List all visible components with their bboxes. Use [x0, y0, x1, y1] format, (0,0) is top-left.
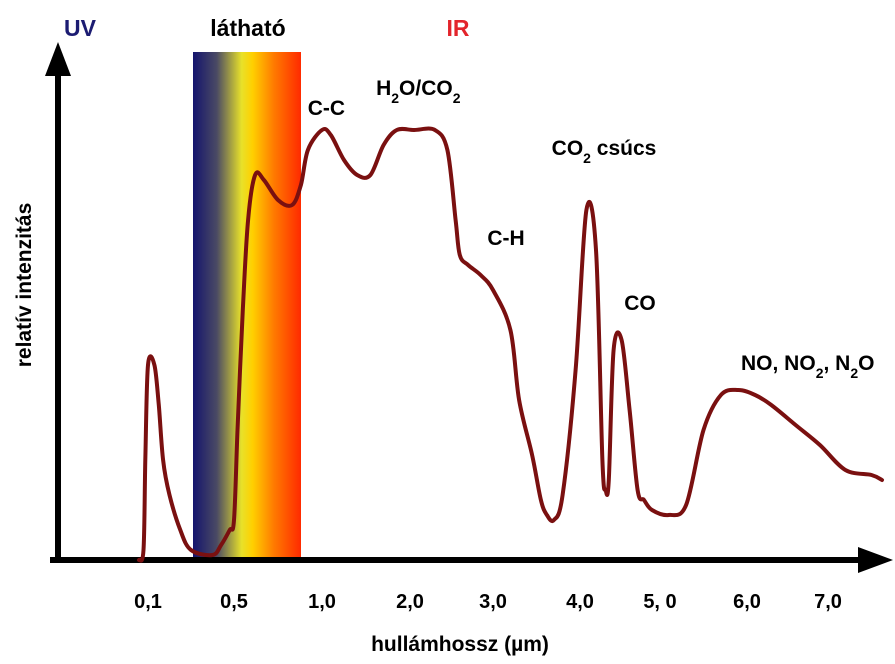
- region-label: IR: [447, 15, 470, 41]
- x-tick-label: 3,0: [479, 591, 507, 613]
- x-tick-label: 7,0: [814, 591, 842, 613]
- x-axis: [50, 547, 893, 573]
- x-tick-label: 0,1: [134, 591, 162, 613]
- peak-label: C-C: [308, 97, 345, 120]
- y-axis-label: relatív intenzitás: [13, 203, 36, 368]
- x-axis-arrow-icon: [858, 547, 893, 573]
- peak-label: NO, NO2, N2O: [741, 352, 874, 381]
- x-tick-label: 0,5: [220, 591, 248, 613]
- x-tick-label: 1,0: [308, 591, 336, 613]
- y-axis-arrow-icon: [45, 42, 71, 76]
- spectrum-series-line: [137, 126, 884, 563]
- region-label: UV: [64, 15, 97, 41]
- peak-label: CO: [624, 292, 656, 315]
- x-tick-label: 4,0: [566, 591, 594, 613]
- x-axis-label: hullámhossz (µm): [371, 633, 549, 656]
- x-tick-label: 5, 0: [643, 591, 676, 613]
- peak-label: H2O/CO2: [376, 77, 461, 106]
- visible-spectrum-band: [193, 52, 301, 560]
- x-tick-label: 2,0: [396, 591, 424, 613]
- region-label: látható: [210, 15, 285, 41]
- peak-label: C-H: [487, 227, 524, 250]
- y-axis: [45, 42, 71, 560]
- peak-label: CO2 csúcs: [552, 137, 657, 166]
- x-tick-label: 6,0: [733, 591, 761, 613]
